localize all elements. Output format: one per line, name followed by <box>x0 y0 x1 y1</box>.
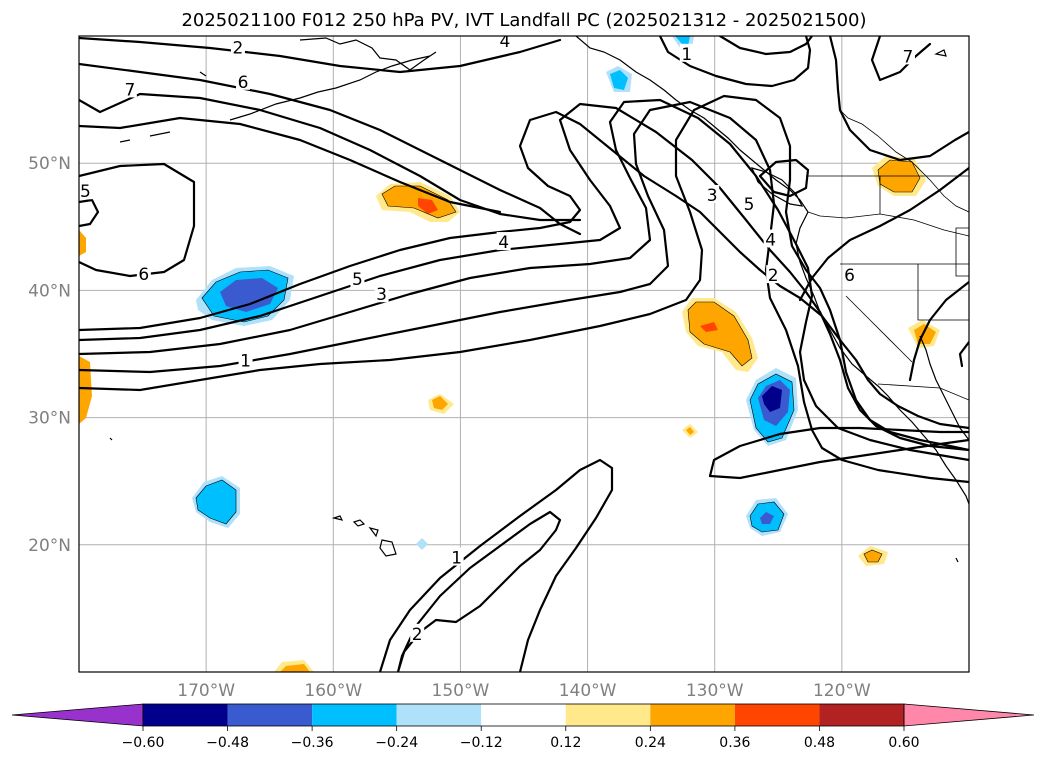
pv-contour-label: 3 <box>374 284 389 305</box>
pv-contour-label: 3 <box>705 185 720 206</box>
lon-tick-label: 140°W <box>559 681 617 701</box>
pv-contour-label-text: 1 <box>681 45 692 65</box>
colorbar-segment <box>312 704 397 726</box>
ivt-positive-blob <box>682 298 758 372</box>
lon-tick-label: 130°W <box>686 681 744 701</box>
colorbar-segment <box>396 704 482 726</box>
pv-contour-label: 5 <box>742 193 757 215</box>
lat-tick-label: 50°N <box>28 154 71 174</box>
pv-contour-label-text: 3 <box>707 186 718 206</box>
pv-contour-label-text: 6 <box>238 73 249 93</box>
colorbar: −0.60 −0.48 −0.36 −0.24 −0.12 0.12 0.24 0.36 0.4… <box>11 703 1035 751</box>
pv-contour-label-text: 4 <box>765 231 776 251</box>
ivt-negative-blob <box>192 476 788 550</box>
pv-contour-label: 6 <box>236 71 251 93</box>
colorbar-segment <box>734 704 820 726</box>
pv-contour-label-text: 5 <box>744 195 755 215</box>
political-borders <box>806 109 969 401</box>
pv-contour-label-text: 1 <box>451 549 462 569</box>
pv-contour-label: 6 <box>136 263 151 285</box>
colorbar-tick-label: −0.12 <box>460 735 503 751</box>
ivt-shading <box>79 36 940 672</box>
lon-tick-label: 170°W <box>177 681 235 701</box>
ivt-positive-blob <box>376 182 460 222</box>
pv-contour-label-text: 2 <box>233 38 244 58</box>
colorbar-tick-label: −0.60 <box>122 735 165 751</box>
longitude-labels: 170°W 160°W 150°W 140°W 130°W 120°W <box>177 681 871 701</box>
pv-contour-label: 4 <box>497 32 512 52</box>
colorbar-tick-label: 0.48 <box>804 735 835 751</box>
pv-contour-label-text: 5 <box>80 182 91 202</box>
colorbar-segment <box>565 704 651 726</box>
pv-contour-label-text: 7 <box>124 80 135 100</box>
pv-contour-label: 5 <box>79 181 93 202</box>
pv-contour-label-text: 1 <box>240 351 251 371</box>
pv-contour-label: 2 <box>410 623 425 645</box>
lon-tick-label: 160°W <box>304 681 362 701</box>
colorbar-tick-label: 0.36 <box>719 735 750 751</box>
pv-contour-label: 2 <box>230 37 245 58</box>
lon-tick-label: 120°W <box>813 681 871 701</box>
pv-contour-label: 6 <box>842 265 857 286</box>
colorbar-tick-label: −0.36 <box>291 735 334 751</box>
colorbar-extend-low <box>11 703 144 727</box>
lon-tick-label: 150°W <box>432 681 490 701</box>
pv-contour-label: 2 <box>766 265 781 286</box>
colorbar-tick-label: −0.48 <box>206 735 249 751</box>
pv-contour-label: 7 <box>122 79 137 100</box>
pv-contour-label: 1 <box>449 547 464 569</box>
colorbar-segment <box>650 704 735 726</box>
pv-contour-label: 4 <box>496 232 511 253</box>
colorbar-extend-high <box>903 703 1035 727</box>
pv-contour-label-text: 6 <box>138 265 149 285</box>
pv-contour-label-text: 4 <box>500 32 511 52</box>
pv-contour-label-text: 7 <box>903 47 914 67</box>
ivt-positive-blob <box>79 230 92 424</box>
pv-contour-label-text: 6 <box>844 266 855 286</box>
lat-tick-label: 30°N <box>28 409 71 429</box>
map-title: 2025021100 F012 250 hPa PV, IVT Landfall… <box>181 10 866 31</box>
pv-contour-label-text: 2 <box>768 266 779 286</box>
latitude-labels: 50°N 40°N 30°N 20°N <box>28 154 71 556</box>
pv-contour-label: 5 <box>350 268 365 290</box>
pv-contour-label: 1 <box>238 350 253 371</box>
colorbar-segment <box>227 704 313 726</box>
coastlines <box>109 36 969 563</box>
colorbar-tick-label: 0.60 <box>888 735 919 751</box>
pv-contour-label: 1 <box>679 43 694 65</box>
pv-contour-label-text: 2 <box>412 625 423 645</box>
map-area <box>79 36 969 672</box>
colorbar-segment <box>481 704 566 726</box>
pv-contour-label-text: 3 <box>376 285 387 305</box>
lat-tick-label: 20°N <box>28 536 71 556</box>
colorbar-segment <box>819 704 904 726</box>
colorbar-tick-label: −0.24 <box>375 735 418 751</box>
pv-contour-label-text: 5 <box>352 270 363 290</box>
colorbar-tick-label: 0.12 <box>550 735 581 751</box>
colorbar-segment <box>143 704 228 726</box>
colorbar-tick-label: 0.24 <box>635 735 666 751</box>
colorbar-frame <box>142 703 905 727</box>
pv-contour-label: 7 <box>900 46 915 67</box>
ivt-negative-blob <box>746 368 798 446</box>
lat-tick-label: 40°N <box>28 281 71 301</box>
pv-contours <box>79 36 969 672</box>
ivt-negative-blob <box>196 266 294 326</box>
pv-contour-label: 4 <box>763 229 778 251</box>
map-frame <box>78 35 970 673</box>
pv-contour-label-text: 4 <box>498 233 509 253</box>
